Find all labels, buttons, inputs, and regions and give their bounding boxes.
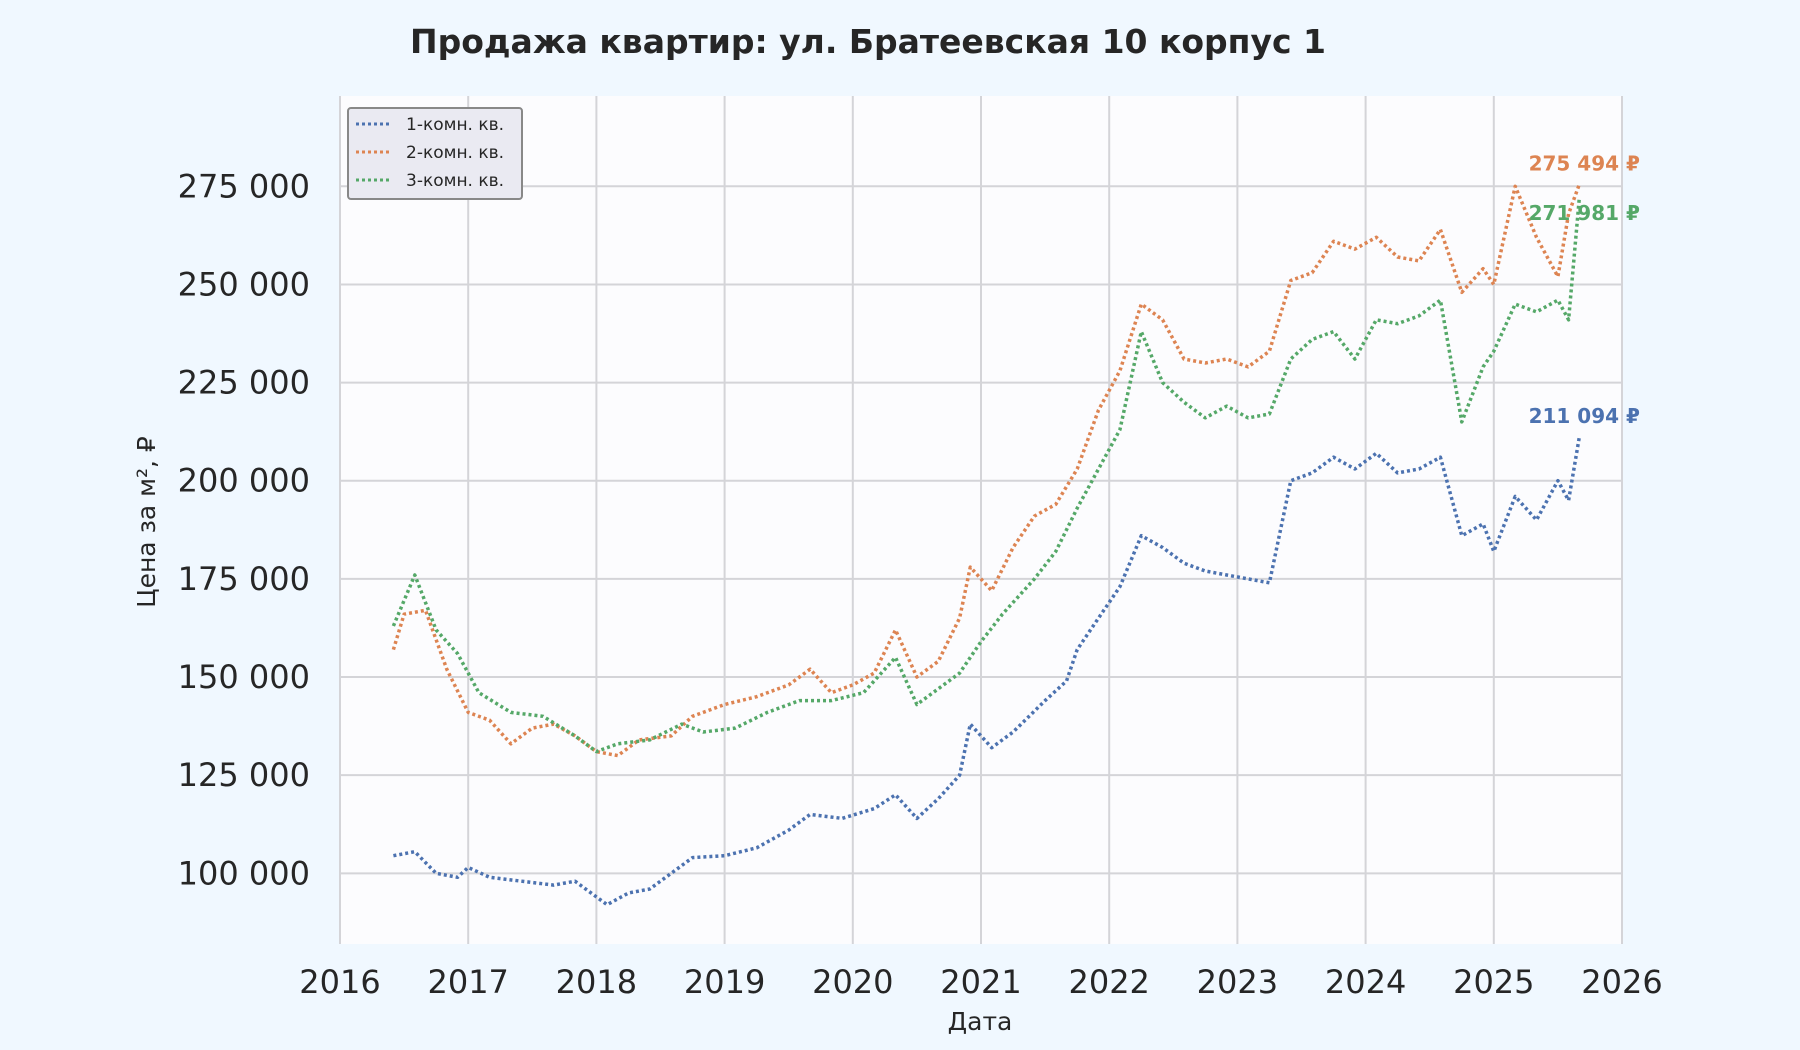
x-tick-label: 2017 — [427, 963, 508, 1001]
legend-label-1room: 1-комн. кв. — [406, 115, 504, 135]
x-tick-label: 2024 — [1325, 963, 1406, 1001]
series-line-2 — [391, 183, 1581, 758]
legend: 1-комн. кв. 2-комн. кв. 3-комн. кв. — [347, 107, 523, 200]
x-axis-ticks: 2016 2017 2018 2019 2020 2021 2022 2023 2024 2025… — [299, 963, 1662, 1001]
end-label-series-3: 271 981 ₽ — [1529, 201, 1640, 225]
y-tick-label: 125 000 — [178, 756, 310, 794]
y-axis-ticks: 100 000 125 000 150 000 175 000 200 000 225 0… — [178, 167, 310, 892]
series-line-3 — [391, 197, 1582, 754]
legend-label-3room: 3-комн. кв. — [406, 171, 504, 191]
x-tick-label: 2022 — [1068, 963, 1149, 1001]
x-tick-label: 2025 — [1453, 963, 1534, 1001]
y-tick-label: 200 000 — [178, 462, 310, 500]
end-label-series-1: 211 094 ₽ — [1529, 404, 1640, 428]
y-tick-label: 225 000 — [178, 364, 310, 402]
series-lines — [391, 183, 1582, 907]
y-tick-label: 175 000 — [178, 560, 310, 598]
series-line-1 — [393, 436, 1582, 907]
x-tick-label: 2020 — [812, 963, 893, 1001]
x-tick-label: 2018 — [556, 963, 637, 1001]
end-labels: 211 094 ₽ 275 494 ₽ 271 981 ₽ — [1529, 151, 1640, 428]
y-tick-label: 100 000 — [178, 854, 310, 892]
chart-title: Продажа квартир: ул. Братеевская 10 корп… — [410, 22, 1326, 61]
grid — [339, 96, 1623, 944]
x-tick-label: 2026 — [1581, 963, 1662, 1001]
x-tick-label: 2023 — [1197, 963, 1278, 1001]
x-tick-label: 2021 — [940, 963, 1021, 1001]
end-label-series-2: 275 494 ₽ — [1529, 151, 1640, 175]
y-tick-label: 150 000 — [178, 658, 310, 696]
x-tick-label: 2019 — [684, 963, 765, 1001]
y-axis-label: Цена за м², ₽ — [132, 436, 161, 608]
legend-box — [347, 107, 523, 200]
y-tick-label: 275 000 — [178, 167, 310, 205]
legend-label-2room: 2-комн. кв. — [406, 143, 504, 163]
x-tick-label: 2016 — [299, 963, 380, 1001]
x-axis-label: Дата — [948, 1007, 1013, 1036]
y-tick-label: 250 000 — [178, 265, 310, 303]
